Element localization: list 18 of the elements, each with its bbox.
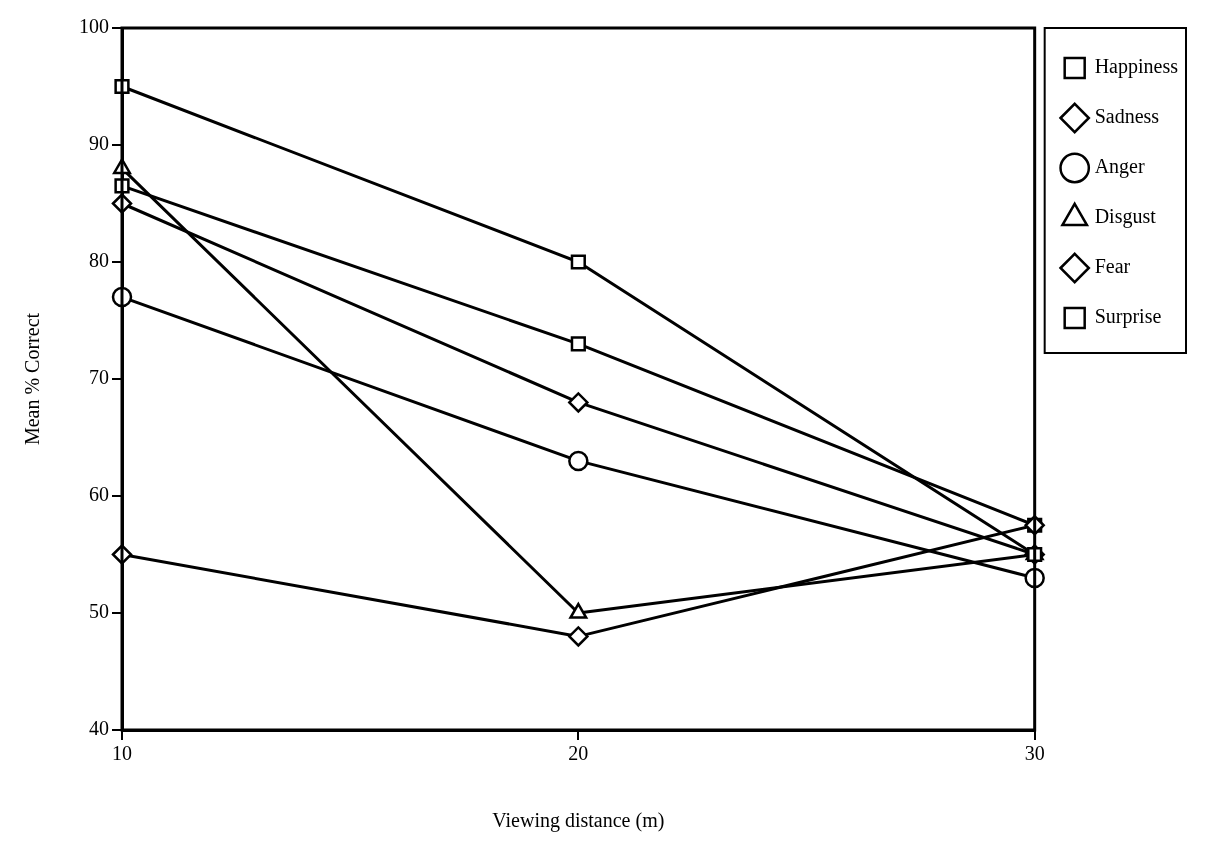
legend-label: Fear [1094,255,1131,278]
y-tick-label: 80 [89,249,109,272]
x-axis-title: Viewing distance (m) [492,809,665,833]
x-tick-label: 10 [112,742,132,765]
legend-label: Surprise [1094,305,1162,329]
legend-label: Anger [1094,155,1145,179]
y-tick-label: 90 [89,132,109,155]
x-tick-label: 20 [568,742,589,765]
legend-label: Disgust [1094,205,1157,229]
legend-label: Sadness [1094,105,1160,128]
x-tick-label: 30 [1024,742,1045,765]
y-axis-title: Mean % Correct [21,312,44,446]
y-tick-label: 60 [89,483,109,506]
y-tick-label: 100 [79,15,109,38]
y-tick-label: 50 [89,600,109,623]
y-tick-label: 70 [89,366,109,389]
legend-label: Happiness [1094,55,1179,79]
y-tick-label: 40 [89,717,109,740]
